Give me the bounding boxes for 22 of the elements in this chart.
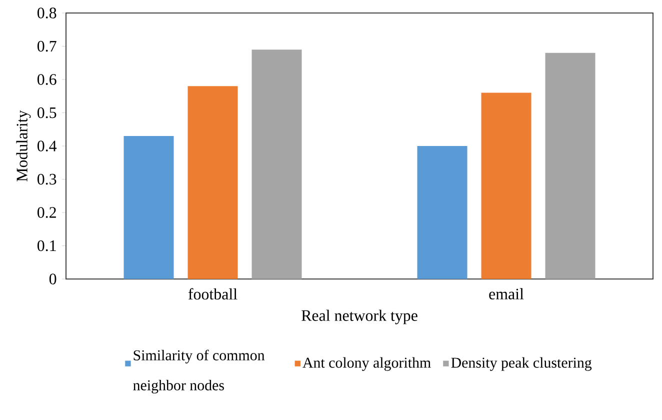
y-tick-label: 0.7 bbox=[38, 40, 56, 52]
y-tick-label: 0.3 bbox=[38, 174, 56, 185]
y-tick-label: 0.8 bbox=[38, 8, 56, 18]
bar bbox=[481, 92, 532, 279]
x-tick-label: email bbox=[489, 288, 524, 300]
y-tick-label: 0.6 bbox=[38, 74, 56, 85]
bar bbox=[545, 52, 596, 279]
y-tick-label: 0.5 bbox=[38, 107, 56, 118]
y-axis-title: Modularity bbox=[16, 110, 31, 182]
x-axis-title: Real network type bbox=[302, 310, 418, 324]
y-tick-label: 0.1 bbox=[38, 240, 56, 252]
y-tick-label: 0.4 bbox=[38, 140, 57, 152]
bar bbox=[124, 136, 174, 279]
bar bbox=[417, 146, 468, 279]
y-tick-label: 0 bbox=[49, 274, 56, 284]
legend-label: Ant colony algorithm bbox=[302, 357, 431, 371]
x-tick-label: football bbox=[188, 288, 238, 300]
legend-label: Similarity of common neighbor nodes bbox=[133, 350, 265, 394]
bar bbox=[252, 50, 302, 279]
legend-label: Density peak clustering bbox=[451, 357, 592, 371]
y-tick-label: 0.2 bbox=[38, 207, 56, 218]
bar bbox=[188, 86, 238, 279]
